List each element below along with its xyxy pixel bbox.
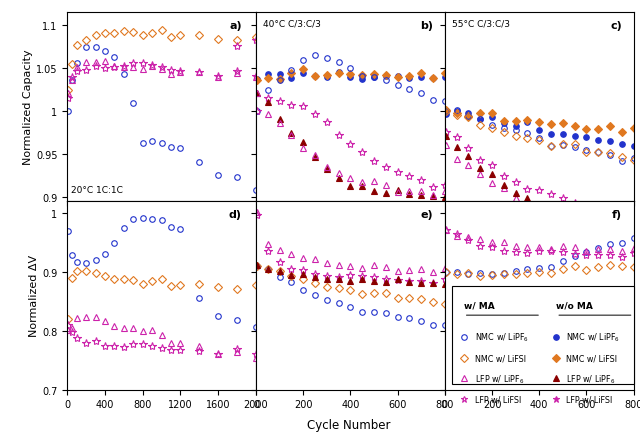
Text: Cycle Number: Cycle Number (307, 418, 390, 431)
Text: NMC w/ LiFSI: NMC w/ LiFSI (566, 353, 616, 362)
Text: NMC w/ LiPF$_6$: NMC w/ LiPF$_6$ (475, 331, 529, 343)
Text: LFP w/ LiFSI: LFP w/ LiFSI (475, 395, 521, 404)
Text: b): b) (420, 21, 433, 31)
Text: LFP w/ LiFSI: LFP w/ LiFSI (566, 395, 612, 404)
Text: 55°C C/3:C/3: 55°C C/3:C/3 (452, 20, 510, 29)
Text: e): e) (420, 209, 433, 219)
Text: a): a) (229, 21, 242, 31)
Text: NMC w/ LiPF$_6$: NMC w/ LiPF$_6$ (566, 331, 620, 343)
Text: d): d) (229, 209, 242, 219)
Text: LFP w/ LiPF$_6$: LFP w/ LiPF$_6$ (475, 372, 525, 385)
Text: c): c) (610, 21, 622, 31)
Text: f): f) (612, 209, 622, 219)
Text: NMC w/ LiFSI: NMC w/ LiFSI (475, 353, 526, 362)
Y-axis label: Normalized ΔV: Normalized ΔV (29, 254, 39, 337)
Text: w/o MA: w/o MA (556, 300, 593, 310)
FancyBboxPatch shape (452, 286, 634, 384)
Text: w/ MA: w/ MA (463, 300, 495, 310)
Text: 40°C C/3:C/3: 40°C C/3:C/3 (263, 20, 321, 29)
Text: 20°C 1C:1C: 20°C 1C:1C (71, 186, 123, 195)
Y-axis label: Normalized Capacity: Normalized Capacity (23, 49, 33, 165)
Text: LFP w/ LiPF$_6$: LFP w/ LiPF$_6$ (566, 372, 615, 385)
